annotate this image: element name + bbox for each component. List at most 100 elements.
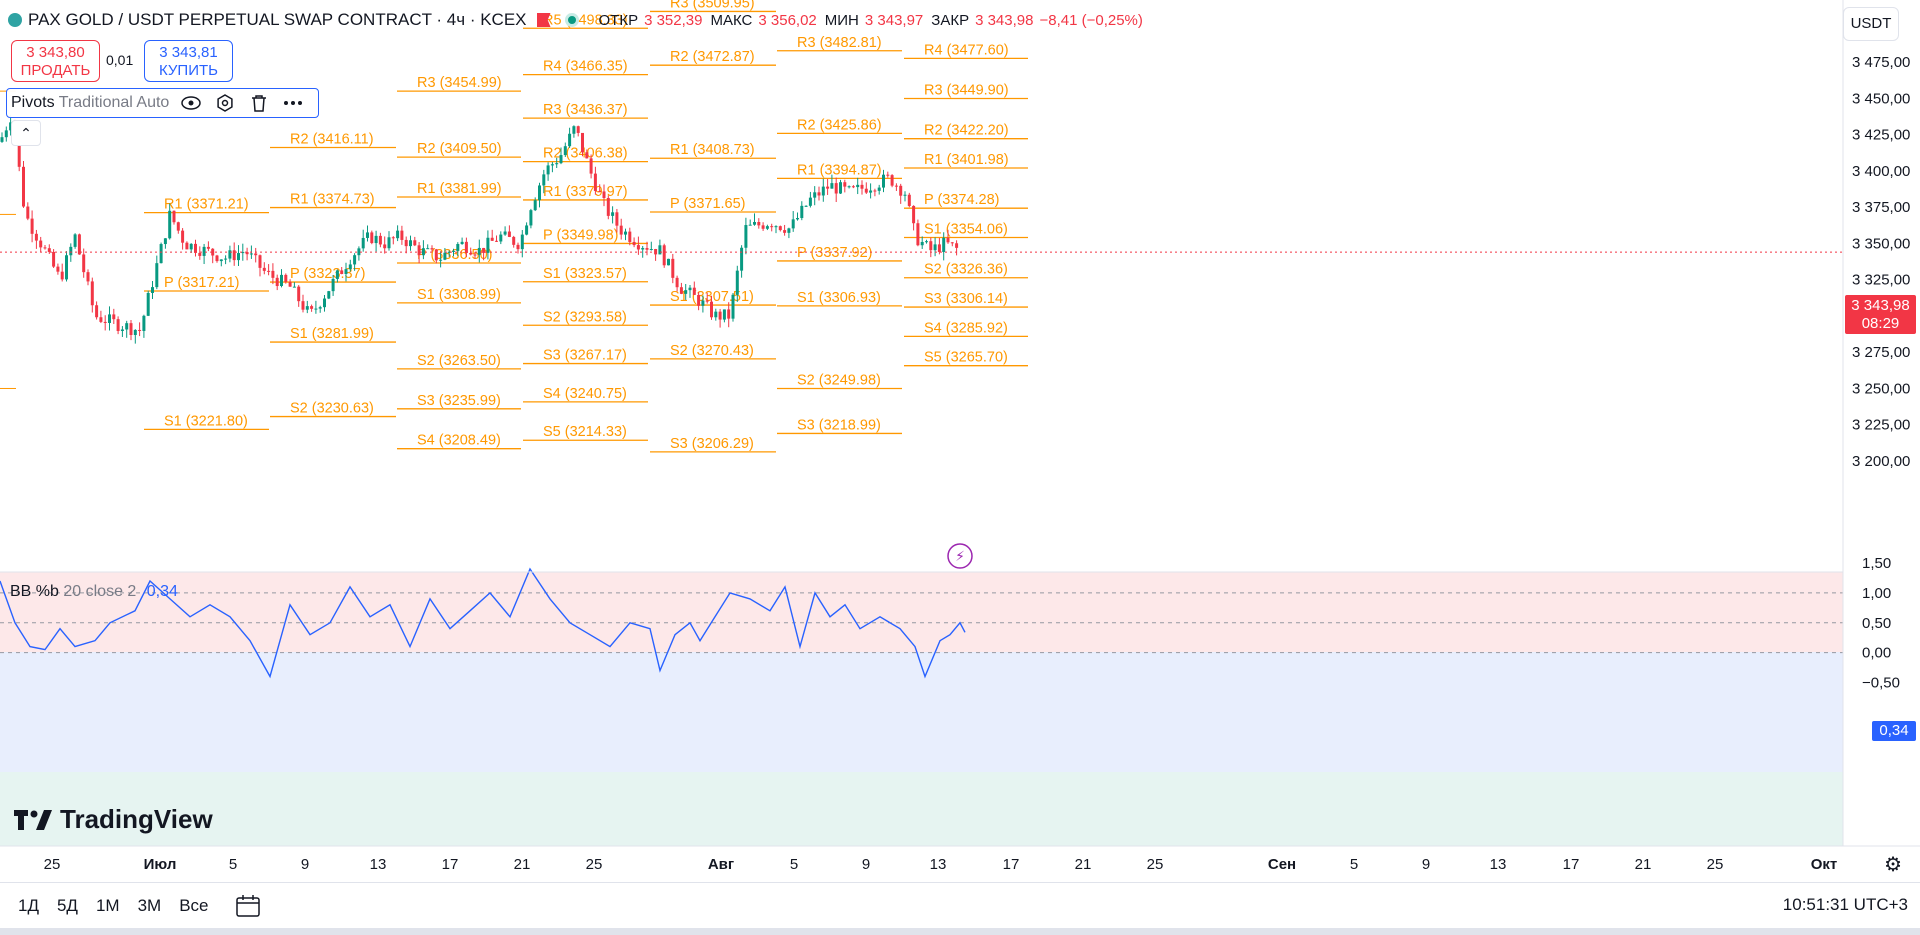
market-status-icon[interactable]	[564, 13, 579, 27]
candle-body	[0, 137, 4, 142]
pivot-label: S4 (3285.92)	[924, 320, 1008, 336]
bb-tick-label: 0,00	[1862, 645, 1891, 662]
candle-body	[611, 212, 615, 216]
tradingview-logo[interactable]: TradingView	[14, 804, 213, 835]
candle-body	[86, 272, 90, 282]
candle-body	[662, 245, 666, 266]
price-tick-label: 3 375,00	[1852, 199, 1910, 216]
time-tick-label: 25	[1147, 856, 1164, 873]
candle-body	[116, 319, 120, 332]
currency-selector[interactable]: USDT	[1843, 7, 1899, 41]
pivot-label: S4 (3240.75)	[543, 386, 627, 402]
candle-body	[937, 244, 941, 252]
bar-countdown: 08:29	[1861, 315, 1900, 332]
lightning-event-icon	[947, 543, 973, 569]
buy-button[interactable]: 3 343,81 КУПИТЬ	[144, 40, 233, 82]
candle-body	[860, 184, 864, 189]
pivot-label: S2 (3270.43)	[670, 343, 754, 359]
pivot-label: P (3317.21)	[164, 275, 240, 291]
candle-body	[916, 223, 920, 246]
candle-body	[314, 308, 318, 310]
bb-indicator-legend[interactable]: BB %b 20 close 2 0,34	[10, 583, 178, 601]
range-button-0[interactable]: 1Д	[18, 895, 39, 915]
candle-body	[133, 329, 137, 335]
candle-body	[903, 194, 907, 196]
bb-tick-label: 0,50	[1862, 615, 1891, 632]
pivot-label: R2 (3416.11)	[290, 132, 374, 148]
candle-body	[237, 253, 240, 261]
calendar-icon[interactable]	[235, 894, 261, 918]
candle-body	[598, 190, 602, 192]
time-tick-label: 13	[930, 856, 947, 873]
candle-body	[189, 243, 193, 250]
candle-body	[602, 191, 606, 198]
candle-body	[787, 228, 791, 233]
settings-icon[interactable]	[213, 91, 237, 115]
pivot-label: S1 (3308.99)	[417, 287, 501, 303]
candle-body	[482, 247, 486, 253]
candle-body	[361, 237, 365, 249]
candle-body	[559, 155, 563, 164]
candle-body	[413, 240, 417, 246]
candle-body	[701, 300, 705, 306]
range-button-3[interactable]: 3М	[137, 895, 162, 915]
pivot-label: S5 (3265.70)	[924, 350, 1008, 366]
candle-body	[228, 250, 232, 259]
candle-body	[421, 248, 425, 256]
candle-body	[718, 311, 722, 320]
candle-body	[679, 287, 683, 294]
candle-body	[847, 186, 851, 188]
candle-body	[529, 210, 533, 226]
candle-body	[103, 321, 107, 323]
candle-body	[864, 188, 868, 193]
pivots-indicator-legend[interactable]: Pivots Traditional Auto	[6, 88, 319, 118]
clock-timezone[interactable]: 10:51:31 UTC+3	[1782, 895, 1908, 914]
trash-icon[interactable]	[247, 91, 271, 115]
candle-body	[538, 185, 541, 201]
indicator-name: Pivots Traditional Auto	[11, 94, 170, 111]
candle-body	[456, 244, 460, 251]
symbol-title[interactable]: PAX GOLD / USDT PERPETUAL SWAP CONTRACT …	[28, 10, 527, 29]
candle-body	[357, 248, 361, 256]
pivot-label: S1 (3323.57)	[543, 266, 627, 282]
pivot-label: R1 (3408.73)	[670, 142, 755, 158]
candle-body	[464, 241, 468, 253]
time-tick-label: Авг	[708, 856, 734, 873]
candle-body	[813, 192, 817, 198]
candle-body	[624, 231, 627, 235]
buy-label: КУПИТЬ	[158, 62, 218, 79]
candle-body	[576, 126, 580, 133]
flag-icon[interactable]	[536, 13, 551, 27]
candle-body	[378, 235, 382, 245]
candle-body	[168, 210, 172, 239]
spread-value: 0,01	[106, 52, 134, 68]
bb-tick-label: 1,50	[1862, 555, 1891, 572]
candle-body	[434, 249, 438, 261]
candle-body	[869, 190, 873, 193]
eye-icon[interactable]	[179, 91, 203, 115]
buy-price: 3 343,81	[159, 44, 218, 61]
candle-body	[159, 244, 163, 264]
range-button-2[interactable]: 1М	[95, 895, 120, 915]
more-icon[interactable]	[281, 91, 305, 115]
range-button-1[interactable]: 5Д	[56, 895, 78, 915]
candle-body	[292, 286, 296, 288]
candle-body	[546, 165, 550, 175]
candle-body	[907, 194, 911, 206]
candle-body	[90, 281, 94, 306]
chart-canvas[interactable]: R1 (3371.21) P (3317.21) S1 (3221.80) R2 (3…	[0, 0, 1920, 882]
bb-percent-series	[0, 567, 966, 679]
range-button-4[interactable]: Все	[179, 895, 209, 915]
candle-body	[783, 230, 787, 233]
pivot-label: R1 (3394.87)	[797, 162, 882, 178]
candle-body	[808, 197, 812, 206]
pivot-label: S3 (3218.99)	[797, 417, 881, 433]
axis-settings-gear-icon[interactable]: ⚙	[1884, 854, 1902, 876]
candle-body	[404, 239, 408, 247]
candle-body	[770, 226, 774, 228]
candle-body	[753, 221, 756, 225]
sell-button[interactable]: 3 343,80 ПРОДАТЬ	[11, 40, 100, 82]
candle-body	[241, 252, 245, 254]
collapse-legend-button[interactable]: ⌃	[11, 120, 41, 146]
candle-body	[211, 248, 215, 256]
